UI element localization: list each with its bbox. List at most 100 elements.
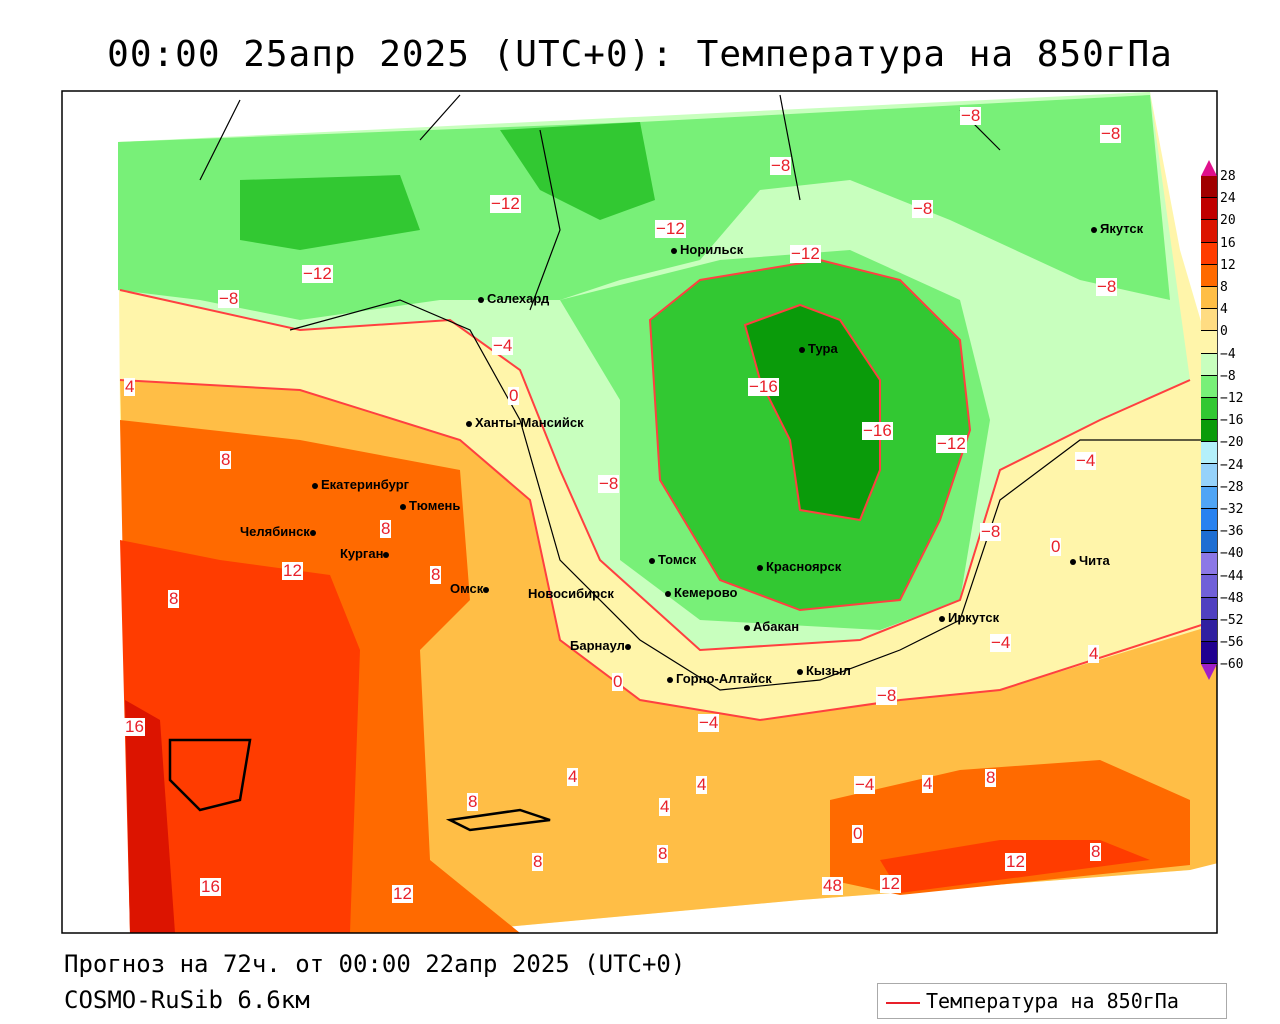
colorbar-swatch	[1201, 508, 1217, 531]
colorbar-tick-label: −20	[1220, 435, 1244, 451]
contour-label: −8	[876, 686, 898, 705]
contour-label: 16	[200, 877, 221, 896]
legend-label: Температура на 850гПа	[926, 989, 1179, 1013]
city-gorno-altaysk: Горно-Алтайск	[667, 671, 772, 686]
contour-label: −8	[218, 289, 240, 308]
contour-label: 4	[124, 377, 136, 396]
zone-minus16-minus20	[745, 305, 880, 520]
colorbar-swatch	[1201, 641, 1217, 665]
colorbar-swatch	[1201, 575, 1217, 598]
city-tomsk: Томск	[649, 552, 696, 567]
colorbar-min-arrow	[1201, 664, 1217, 681]
contour-label: 12	[880, 874, 901, 893]
contour-label: 8	[430, 565, 442, 584]
contour-label: 48	[822, 876, 843, 895]
contour-label: 8	[380, 519, 392, 538]
contour-label: −12	[936, 434, 967, 453]
contour-label: 8	[467, 792, 479, 811]
colorbar-swatch	[1201, 353, 1217, 376]
city-irkutsk: Иркутск	[939, 610, 999, 625]
contour-label: −4	[854, 775, 876, 794]
colorbar-tick-label: −60	[1220, 657, 1244, 673]
contour-label: −8	[980, 522, 1002, 541]
colorbar-tick-label: −8	[1220, 368, 1236, 384]
colorbar-swatch	[1201, 220, 1217, 243]
colorbar-tick-label: −44	[1220, 568, 1244, 584]
contour-label: −8	[770, 156, 792, 175]
contour-label: −16	[748, 377, 779, 396]
colorbar-tick-label: −4	[1220, 346, 1236, 362]
contour-label: 8	[1090, 842, 1102, 861]
city-chelyabinsk: Челябинск	[240, 524, 319, 539]
colorbar-swatch	[1201, 486, 1217, 509]
contour-label: −8	[912, 199, 934, 218]
colorbar-swatch	[1201, 264, 1217, 287]
colorbar-swatch	[1201, 420, 1217, 443]
colorbar-tick-label: 16	[1220, 235, 1236, 251]
city-kurgan: Курган	[340, 546, 392, 561]
city-krasnoyarsk: Красноярск	[757, 559, 841, 574]
colorbar-tick-label: −12	[1220, 391, 1244, 406]
colorbar-tick-label: −16	[1220, 413, 1244, 429]
legend: Температура на 850гПа	[877, 983, 1227, 1019]
colorbar-tick-label: −40	[1220, 546, 1244, 562]
colorbar-tick-label: 20	[1220, 213, 1236, 229]
contour-label: 0	[852, 824, 864, 843]
contour-label: −16	[862, 421, 893, 440]
contour-label: 4	[696, 775, 708, 794]
colorbar-swatch	[1201, 198, 1217, 221]
colorbar-tick-label: 24	[1220, 191, 1236, 207]
colorbar-tick-label: 4	[1220, 302, 1228, 318]
zone-minus12-minus16	[240, 122, 970, 610]
contour-label: 12	[282, 561, 303, 580]
colorbar-tick-label: −48	[1220, 590, 1244, 606]
city-barnaul: Барнаул	[570, 638, 634, 653]
city-omsk: Омск	[450, 581, 492, 596]
city-yakutsk: Якутск	[1091, 221, 1143, 236]
contour-label: −8	[960, 106, 982, 125]
contour-label: 12	[1005, 852, 1026, 871]
city-abakan: Абакан	[744, 619, 799, 634]
colorbar-swatch	[1201, 286, 1217, 310]
colorbar-tick-label: 8	[1220, 280, 1228, 295]
colorbar-tick-label: 12	[1220, 257, 1236, 273]
city-norilsk: Норильск	[671, 242, 743, 257]
zone-8-12	[120, 420, 1190, 933]
contour-label: 16	[124, 717, 145, 736]
colorbar-swatch	[1201, 375, 1217, 398]
contour-label: −8	[598, 474, 620, 493]
contour-label: −4	[990, 633, 1012, 652]
colorbar-tick-label: −24	[1220, 457, 1244, 473]
contour-label: 0	[508, 386, 520, 405]
colorbar-tick-label: −32	[1220, 502, 1244, 517]
forecast-info: Прогноз на 72ч. от 00:00 22апр 2025 (UTC…	[64, 950, 686, 978]
legend-line-swatch	[886, 1001, 920, 1004]
contour-label: 8	[168, 589, 180, 608]
colorbar-swatch	[1201, 619, 1217, 642]
colorbar-tick-label: −28	[1220, 479, 1244, 495]
colorbar-tick-label: −36	[1220, 524, 1244, 540]
colorbar-tick-label: −52	[1220, 613, 1244, 628]
colorbar-swatch	[1201, 309, 1217, 332]
contour-label: 8	[220, 450, 232, 469]
colorbar-swatch	[1201, 553, 1217, 576]
colorbar-swatch	[1201, 442, 1217, 465]
contour-label: −4	[1075, 451, 1097, 470]
city-khanty-mansiysk: Ханты-Мансийск	[466, 415, 584, 430]
contour-label: 8	[657, 844, 669, 863]
contour-label: −4	[698, 713, 720, 732]
zone-12-16	[120, 540, 1150, 933]
colorbar-swatch	[1201, 531, 1217, 554]
contour-label: 4	[922, 774, 934, 793]
contour-label: −8	[1100, 124, 1122, 143]
colorbar-swatch	[1201, 597, 1217, 620]
contour-label: 4	[1088, 644, 1100, 663]
zone-16-20	[125, 700, 175, 933]
colorbar-swatch	[1201, 464, 1217, 487]
contour-label: −12	[655, 219, 686, 238]
colorbar-tick-label: 0	[1220, 324, 1228, 340]
colorbar-swatch	[1201, 242, 1217, 265]
contour-label: 4	[659, 797, 671, 816]
colorbar-max-arrow	[1201, 160, 1217, 176]
